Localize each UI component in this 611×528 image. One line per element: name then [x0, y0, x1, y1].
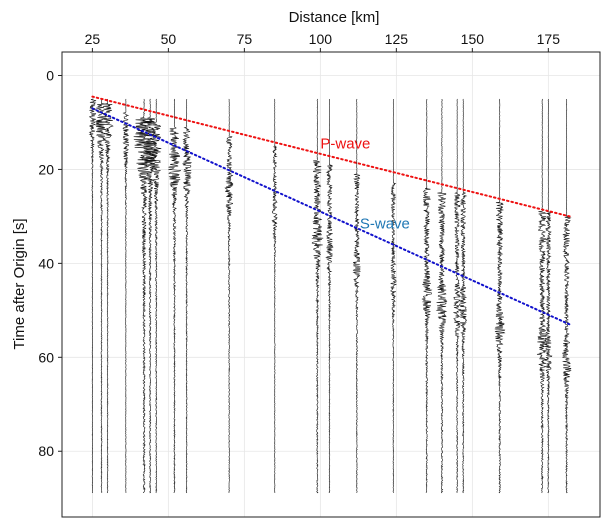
seismogram-trace: [311, 98, 324, 494]
seismogram-trace: [224, 98, 234, 493]
x-tick-label: 150: [461, 31, 485, 47]
seismogram-trace: [122, 98, 130, 494]
x-tick-label: 100: [309, 31, 333, 47]
seismogram-trace: [494, 98, 506, 494]
seismogram-trace: [458, 98, 468, 494]
seismogram-trace: [544, 98, 553, 494]
seismogram-trace: [271, 98, 278, 493]
y-tick-label: 0: [46, 67, 54, 83]
s-wave-line: [91, 107, 571, 326]
annotation-label: S-wave: [360, 215, 410, 232]
seismogram-trace: [453, 98, 462, 494]
seismogram-trace: [88, 98, 97, 494]
seismogram-trace: [168, 98, 181, 493]
plot-frame: [61, 51, 601, 518]
seismogram-trace: [421, 98, 433, 493]
seismogram-trace: [133, 98, 156, 494]
y-axis-label: Time after Origin [s]: [11, 218, 28, 349]
grid-lines: [62, 52, 600, 517]
seismogram-trace: [536, 98, 547, 494]
seismogram-trace: [95, 98, 108, 493]
x-tick-label: 125: [385, 31, 409, 47]
y-tick-label: 40: [38, 255, 54, 271]
seismogram-trace: [142, 98, 158, 494]
seismogram-trace: [390, 98, 398, 493]
y-tick-label: 80: [38, 443, 54, 459]
y-axis-ticks: 0 20 40 60 80: [38, 67, 62, 459]
seismogram-traces: [88, 98, 572, 494]
x-axis-ticks: 25 50 75 100 125 150 175: [85, 31, 561, 52]
seismogram-trace: [435, 98, 448, 494]
x-axis-label: Distance [km]: [289, 9, 380, 26]
phase-lines: [91, 95, 571, 326]
x-tick-label: 175: [537, 31, 561, 47]
y-tick-label: 60: [38, 349, 54, 365]
seismogram-trace: [561, 98, 572, 494]
seismogram-trace: [325, 98, 334, 493]
seismogram-trace: [182, 98, 192, 494]
x-tick-label: 50: [161, 31, 177, 47]
y-tick-label: 20: [38, 161, 54, 177]
x-tick-label: 75: [237, 31, 253, 47]
p-wave-line: [91, 95, 571, 218]
seismogram-trace: [149, 98, 162, 494]
seismogram-trace: [352, 98, 361, 493]
x-tick-label: 25: [85, 31, 101, 47]
annotation-label: P-wave: [320, 136, 370, 153]
annotations: P-wave S-wave: [320, 136, 410, 233]
seismogram-trace: [102, 98, 114, 494]
